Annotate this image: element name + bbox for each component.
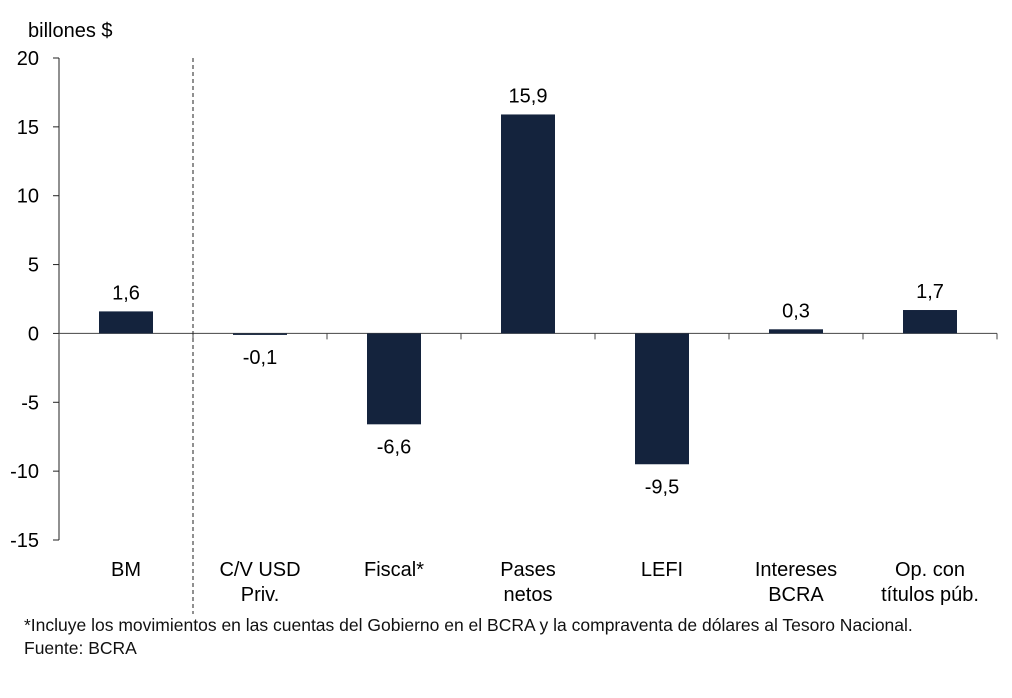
bars bbox=[99, 114, 957, 465]
bar bbox=[99, 311, 153, 334]
x-tick-label: Pases bbox=[500, 559, 556, 581]
bar bbox=[903, 310, 957, 334]
x-tick-label: Fiscal* bbox=[364, 559, 424, 581]
x-tick-label: netos bbox=[504, 584, 553, 606]
x-tick-label: títulos púb. bbox=[881, 584, 979, 606]
bar bbox=[367, 333, 421, 425]
data-label: -6,6 bbox=[377, 436, 411, 458]
x-tick-label: Priv. bbox=[241, 584, 280, 606]
x-tick-label: Op. con bbox=[895, 559, 965, 581]
y-tick-label: -10 bbox=[10, 461, 39, 483]
y-axis-label: billones $ bbox=[28, 20, 113, 42]
data-label: -0,1 bbox=[243, 347, 277, 369]
y-tick-label: 20 bbox=[17, 48, 39, 70]
data-label: 15,9 bbox=[509, 85, 548, 107]
footnote: *Incluye los movimientos en las cuentas … bbox=[24, 615, 913, 635]
bar bbox=[635, 333, 689, 465]
x-tick-label: BCRA bbox=[768, 584, 824, 606]
data-label: -9,5 bbox=[645, 476, 679, 498]
data-labels: 1,6 -0,1 -6,6 15,9 -9,5 0,3 1,7 bbox=[112, 85, 944, 498]
y-tick-label: 0 bbox=[28, 323, 39, 345]
source-note: Fuente: BCRA bbox=[24, 638, 137, 658]
x-tick-label: Intereses bbox=[755, 559, 837, 581]
category-labels: BM C/V USD Priv. Fiscal* Pases netos LEFI Inter… bbox=[111, 559, 979, 606]
data-label: 1,7 bbox=[916, 281, 944, 303]
y-tick-label: 10 bbox=[17, 186, 39, 208]
data-label: 1,6 bbox=[112, 282, 140, 304]
data-label: 0,3 bbox=[782, 300, 810, 322]
y-tick-label: -5 bbox=[21, 392, 39, 414]
bar bbox=[769, 329, 823, 334]
bar bbox=[233, 333, 287, 335]
x-tick-label: BM bbox=[111, 559, 141, 581]
notes: *Incluye los movimientos en las cuentas … bbox=[24, 614, 994, 660]
y-tick-label: 5 bbox=[28, 255, 39, 277]
bar bbox=[501, 114, 555, 334]
x-tick-label: LEFI bbox=[641, 559, 683, 581]
x-tick-label: C/V USD bbox=[219, 559, 300, 581]
y-tick-label: 15 bbox=[17, 117, 39, 139]
y-tick-label: -15 bbox=[10, 530, 39, 552]
